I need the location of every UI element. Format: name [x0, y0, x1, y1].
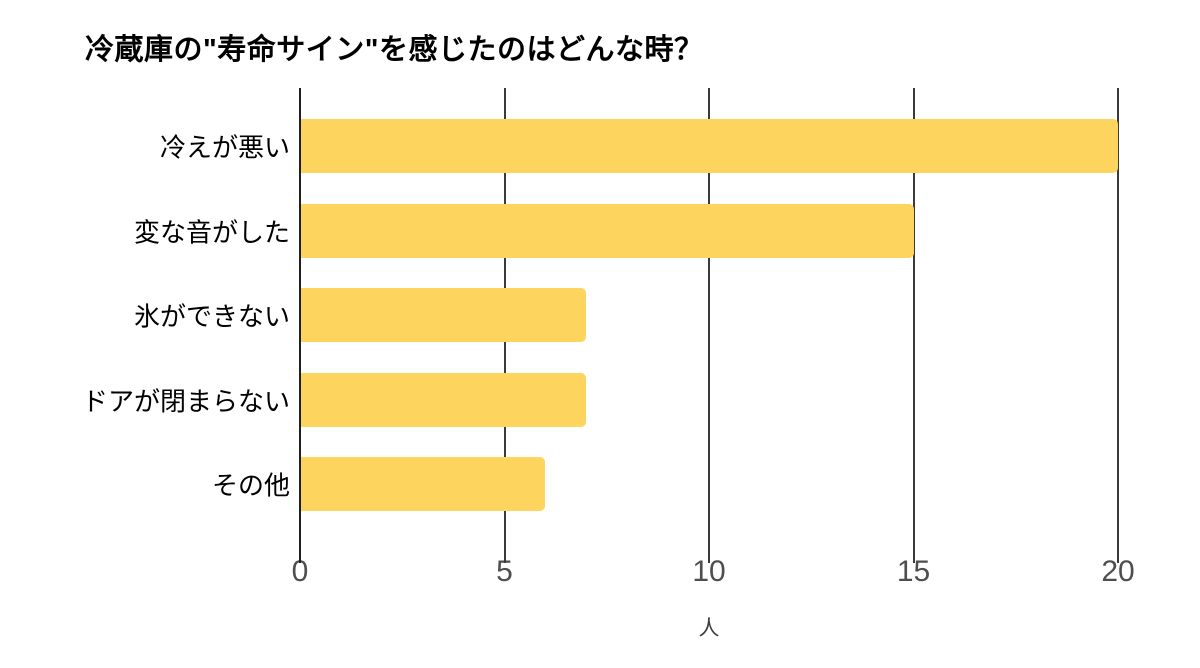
category-label-0: 冷えが悪い — [159, 132, 290, 163]
bar-2 — [300, 288, 587, 342]
bar-1 — [300, 203, 914, 258]
category-label-4: その他 — [211, 470, 290, 501]
chart-title: 冷蔵庫の"寿命サイン"を感じたのはどんな時？ — [85, 34, 704, 66]
bar-4 — [300, 457, 546, 511]
plot-area — [299, 88, 1119, 563]
category-label-1: 変な音がした — [133, 217, 290, 247]
bar-0 — [300, 119, 1118, 173]
gridline-x-20 — [1117, 88, 1119, 563]
category-label-2: 氷ができない — [133, 301, 290, 332]
x-axis-title: 人 — [698, 617, 720, 640]
x-tick-label-0: 0 — [291, 555, 309, 588]
bar-3 — [300, 372, 587, 427]
gridline-x-15 — [912, 88, 915, 563]
gridline-x-10 — [708, 88, 710, 563]
x-tick-label-5: 5 — [496, 555, 513, 588]
category-label-3: ドアが閉まらない — [81, 386, 290, 416]
y-axis-line — [299, 88, 301, 563]
